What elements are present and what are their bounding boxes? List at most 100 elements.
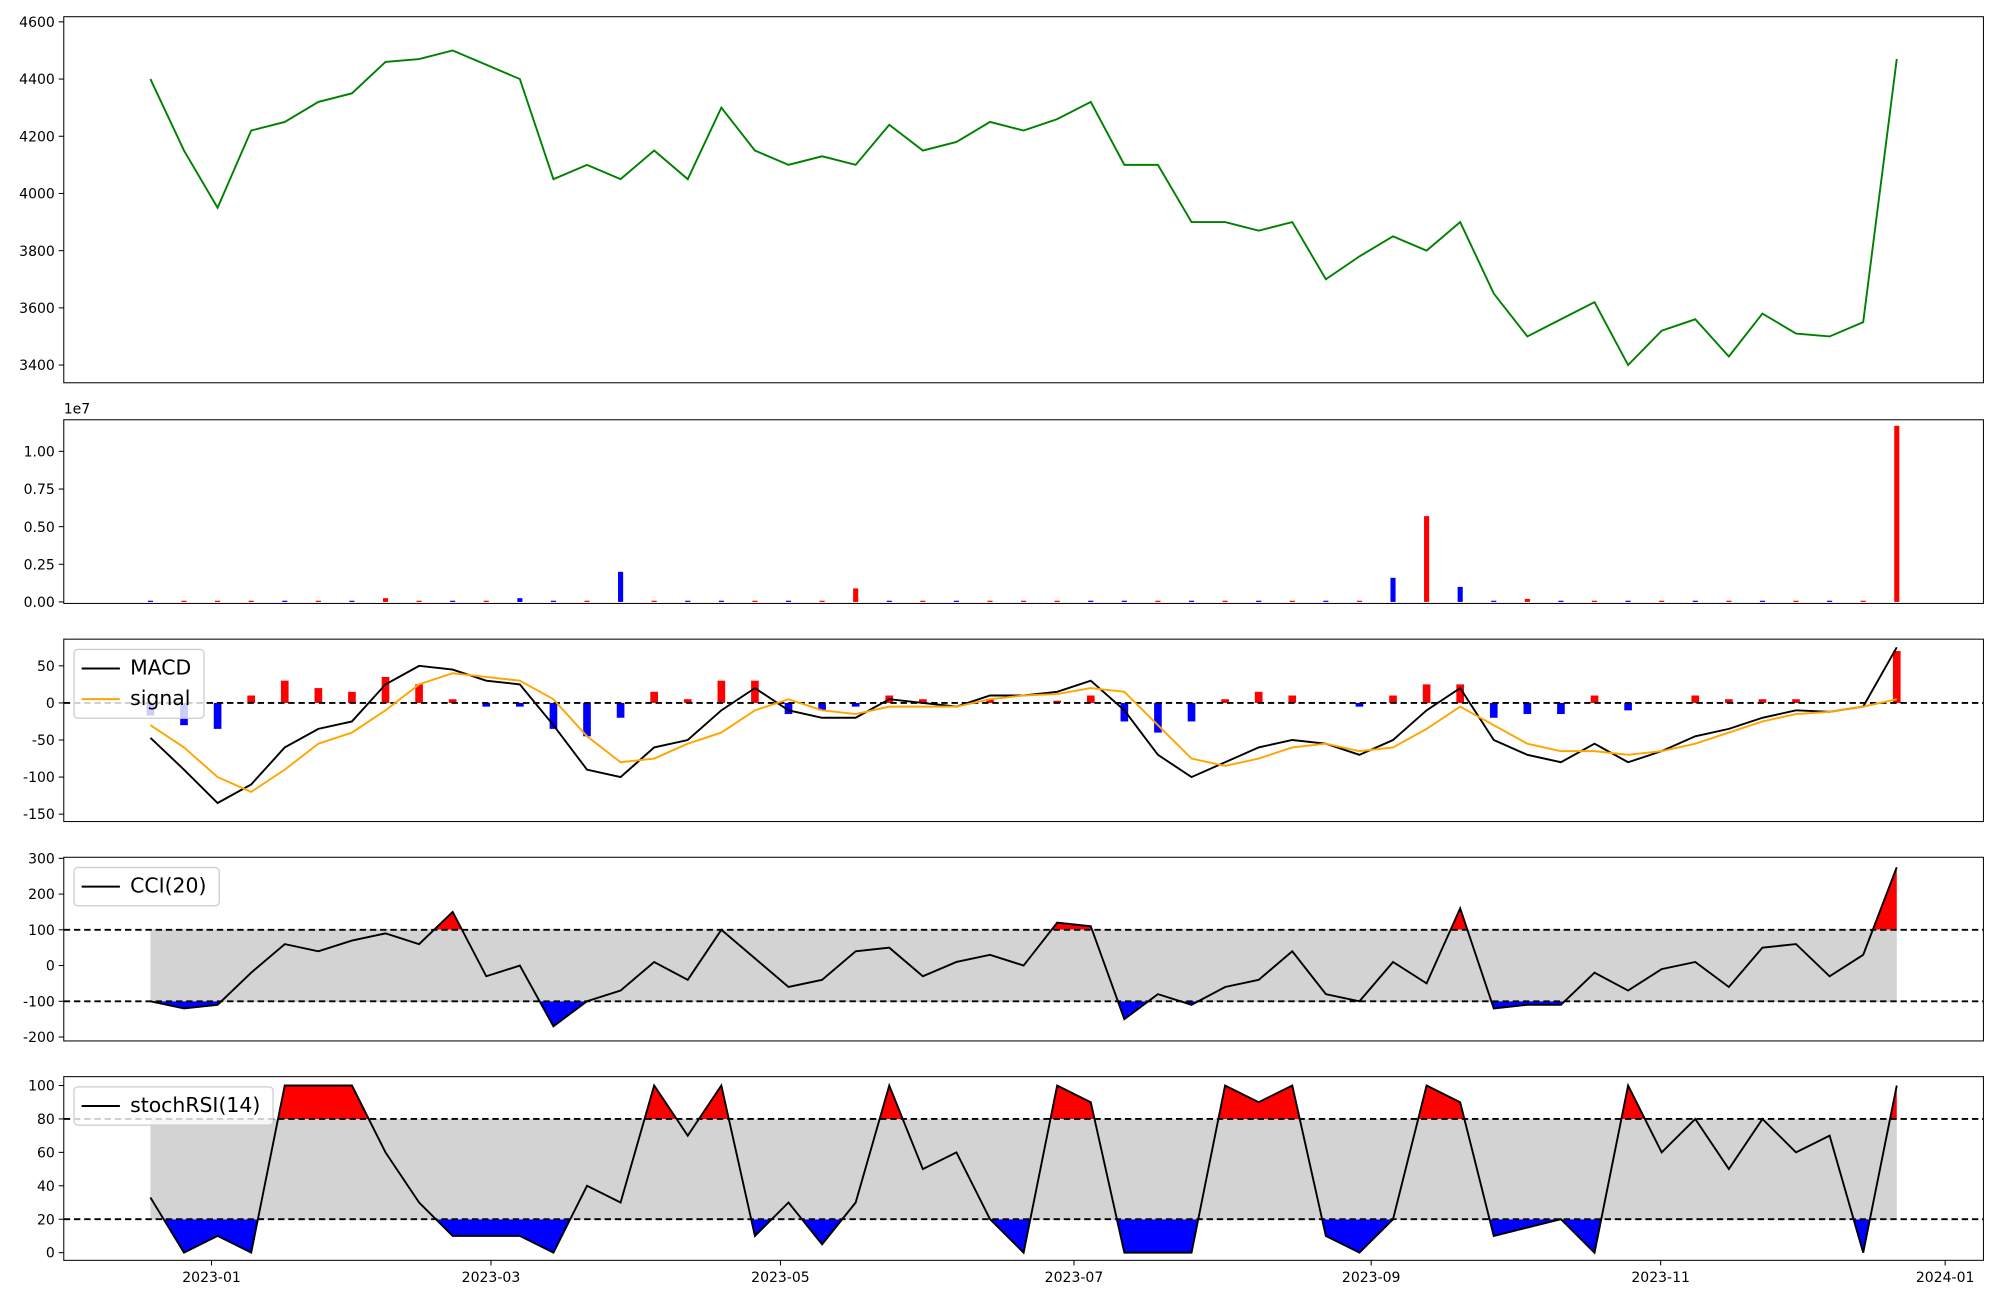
x-tick-label: 2023-01 (182, 1270, 241, 1286)
y-tick-label: 40 (37, 1179, 55, 1195)
legend-label: stochRSI(14) (130, 1093, 260, 1117)
line (150, 866, 1898, 1028)
histogram-bar (516, 702, 524, 707)
bar (1188, 600, 1195, 602)
bar (248, 600, 254, 602)
y-tick-label: 3400 (19, 358, 55, 374)
bar (450, 600, 456, 602)
x-tick-label: 2023-05 (751, 1270, 810, 1286)
bar (315, 600, 321, 602)
y-tick-label: 0.75 (24, 482, 55, 498)
y-tick-label: 1.00 (24, 444, 55, 460)
y-tick-label: 4200 (19, 129, 55, 145)
axes-frame (63, 1076, 1984, 1261)
histogram-bar (583, 702, 591, 737)
bar (1591, 600, 1598, 602)
y-tick-label: 200 (28, 887, 55, 903)
histogram-bar (415, 684, 423, 703)
bar (1121, 600, 1127, 602)
y-tick-label: 0 (46, 959, 55, 975)
histogram-bar (717, 680, 726, 703)
histogram-bar (1624, 702, 1632, 711)
histogram-bar (919, 699, 927, 703)
bar (1692, 600, 1698, 602)
bar (1659, 600, 1665, 602)
histogram-bar (1053, 700, 1062, 703)
bar (651, 600, 657, 602)
histogram-bar (1523, 702, 1532, 715)
x-tick-label: 2023-07 (1045, 1270, 1104, 1286)
y-tick-label: -100 (23, 994, 55, 1010)
fill-above (150, 1085, 1897, 1119)
y-tick-label: -150 (23, 807, 55, 823)
bar (349, 600, 355, 602)
histogram-bar (751, 680, 759, 703)
bar (1759, 600, 1765, 602)
histogram-bar (1422, 684, 1431, 703)
bar (886, 600, 892, 602)
y-tick-label: 0.50 (24, 520, 55, 536)
y-tick-label: 0.25 (24, 557, 55, 573)
fill-below (163, 1219, 1870, 1253)
band (150, 1118, 1897, 1220)
bar (1256, 600, 1262, 602)
y-tick-label: 100 (28, 1079, 55, 1095)
legend-box (73, 1086, 274, 1126)
bar (181, 600, 187, 602)
bar (1793, 600, 1799, 602)
bar (1222, 600, 1228, 602)
histogram-bar (1792, 699, 1800, 703)
y-tick-label: 0 (46, 1246, 55, 1262)
bar (1491, 600, 1497, 602)
histogram-bar (1254, 691, 1263, 703)
histogram-bar (482, 702, 491, 707)
histogram-bar (1557, 702, 1565, 715)
histogram-bar (683, 699, 692, 703)
bar (1558, 600, 1564, 602)
y-tick-label: 3600 (19, 301, 55, 317)
bar (920, 600, 926, 602)
bar (1088, 600, 1094, 602)
y-tick-label: 0 (46, 696, 55, 712)
histogram-bar (1355, 702, 1364, 707)
bar (1860, 600, 1866, 602)
axes-frame (63, 16, 1984, 384)
bar (1390, 577, 1396, 602)
histogram-bar (851, 702, 860, 707)
bar (517, 598, 523, 602)
histogram-bar (1725, 699, 1733, 703)
y-tick-label: 0.00 (24, 595, 55, 611)
histogram-bar (247, 695, 255, 703)
x-tick-label: 2023-03 (462, 1270, 521, 1286)
bar (1726, 600, 1732, 602)
bar (282, 600, 288, 602)
histogram-bar (549, 702, 558, 729)
y-tick-label: -100 (23, 770, 55, 786)
histogram-bar (1221, 699, 1229, 703)
axis-offset-label: 1e7 (64, 401, 90, 417)
bar (785, 600, 792, 602)
histogram-bar (650, 691, 659, 703)
legend-label: MACD (130, 655, 191, 679)
bar (752, 600, 758, 602)
histogram-bar (1120, 702, 1129, 722)
line (149, 672, 1897, 793)
y-tick-label: 4600 (19, 15, 55, 31)
y-tick-label: -50 (32, 733, 55, 749)
histogram-bar (213, 702, 222, 729)
bar (1323, 600, 1329, 602)
histogram-bar (348, 691, 356, 703)
histogram-bar (448, 699, 457, 703)
y-tick-label: 20 (37, 1212, 55, 1228)
histogram-bar (1489, 702, 1498, 718)
x-tick-label: 2023-09 (1342, 1270, 1401, 1286)
y-tick-label: -200 (23, 1030, 55, 1046)
histogram-bar (986, 699, 994, 703)
bar (718, 600, 724, 602)
y-tick-label: 4400 (19, 72, 55, 88)
bar (953, 600, 959, 602)
bar (1021, 600, 1027, 602)
histogram-bar (1389, 695, 1397, 703)
bar (1356, 600, 1362, 602)
bar (550, 600, 556, 602)
